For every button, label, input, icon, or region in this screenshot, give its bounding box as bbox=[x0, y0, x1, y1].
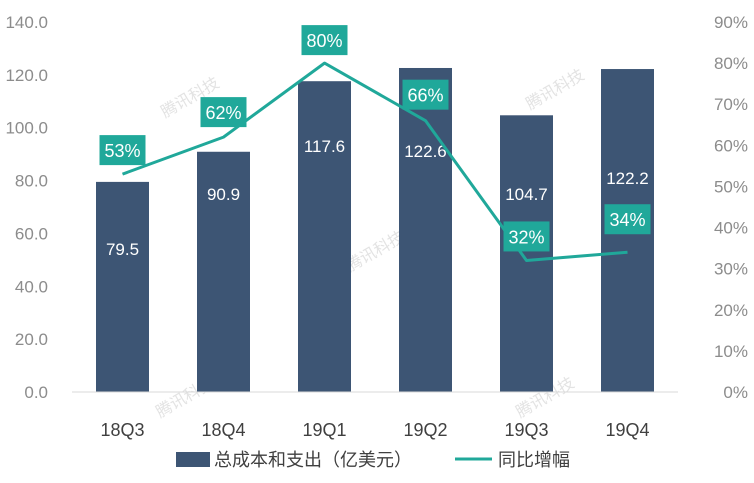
y-right-tick-6: 60% bbox=[714, 136, 748, 155]
y-right-tick-8: 80% bbox=[714, 54, 748, 73]
y-left-tick-6: 120.0 bbox=[5, 66, 48, 85]
y-right-tick-7: 70% bbox=[714, 95, 748, 114]
watermark-2: 腾讯科技 bbox=[343, 228, 407, 276]
y-left-tick-2: 40.0 bbox=[15, 277, 48, 296]
x-tick-18Q4: 18Q4 bbox=[201, 420, 245, 440]
bar-label-18Q3: 79.5 bbox=[106, 240, 139, 259]
y-left-tick-5: 100.0 bbox=[5, 119, 48, 138]
bar-18Q3 bbox=[96, 181, 149, 392]
bar-label-18Q4: 90.9 bbox=[207, 185, 240, 204]
y-right-tick-2: 20% bbox=[714, 301, 748, 320]
bar-label-19Q3: 104.7 bbox=[505, 185, 548, 204]
bar-label-19Q2: 122.6 bbox=[404, 142, 447, 161]
y-left-tick-1: 20.0 bbox=[15, 330, 48, 349]
x-tick-18Q3: 18Q3 bbox=[100, 420, 144, 440]
pct-box-18Q4 bbox=[200, 97, 247, 128]
x-tick-19Q3: 19Q3 bbox=[504, 420, 548, 440]
x-tick-19Q2: 19Q2 bbox=[403, 420, 447, 440]
x-tick-19Q1: 19Q1 bbox=[302, 420, 346, 440]
y-left-tick-3: 60.0 bbox=[15, 224, 48, 243]
bar-18Q4 bbox=[197, 151, 250, 392]
pct-box-19Q2 bbox=[402, 79, 449, 110]
y-right-tick-4: 40% bbox=[714, 219, 748, 238]
watermark-1: 腾讯科技 bbox=[523, 66, 587, 114]
legend-swatch-bars bbox=[176, 452, 210, 467]
bar-19Q2 bbox=[399, 67, 452, 392]
legend-label-bars: 总成本和支出（亿美元） bbox=[214, 450, 412, 470]
y-right-tick-9: 90% bbox=[714, 13, 748, 32]
pct-box-19Q3 bbox=[503, 221, 550, 252]
y-right-tick-3: 30% bbox=[714, 260, 748, 279]
y-left-tick-7: 140.0 bbox=[5, 13, 48, 32]
y-right-tick-5: 50% bbox=[714, 177, 748, 196]
pct-label-18Q4: 62% bbox=[205, 103, 241, 123]
pct-label-19Q3: 32% bbox=[508, 227, 544, 247]
y-right-tick-0: 0% bbox=[723, 383, 748, 402]
bar-label-19Q4: 122.2 bbox=[606, 169, 649, 188]
x-tick-19Q4: 19Q4 bbox=[605, 420, 649, 440]
growth-line bbox=[121, 61, 628, 262]
y-left-tick-4: 80.0 bbox=[15, 172, 48, 191]
bar-19Q1 bbox=[298, 81, 351, 392]
pct-label-19Q4: 34% bbox=[609, 210, 645, 230]
bar-label-19Q1: 117.6 bbox=[304, 137, 345, 156]
pct-box-18Q3 bbox=[99, 135, 146, 166]
bar-19Q3 bbox=[500, 115, 553, 393]
y-left-tick-0: 0.0 bbox=[24, 383, 48, 402]
pct-label-18Q3: 53% bbox=[104, 141, 140, 161]
y-right-tick-1: 10% bbox=[714, 342, 748, 361]
legend-label-line: 同比增幅 bbox=[498, 450, 570, 470]
pct-box-19Q1 bbox=[301, 25, 348, 56]
pct-label-19Q2: 66% bbox=[407, 86, 443, 106]
pct-box-19Q4 bbox=[604, 204, 651, 235]
pct-label-19Q1: 80% bbox=[306, 31, 342, 51]
